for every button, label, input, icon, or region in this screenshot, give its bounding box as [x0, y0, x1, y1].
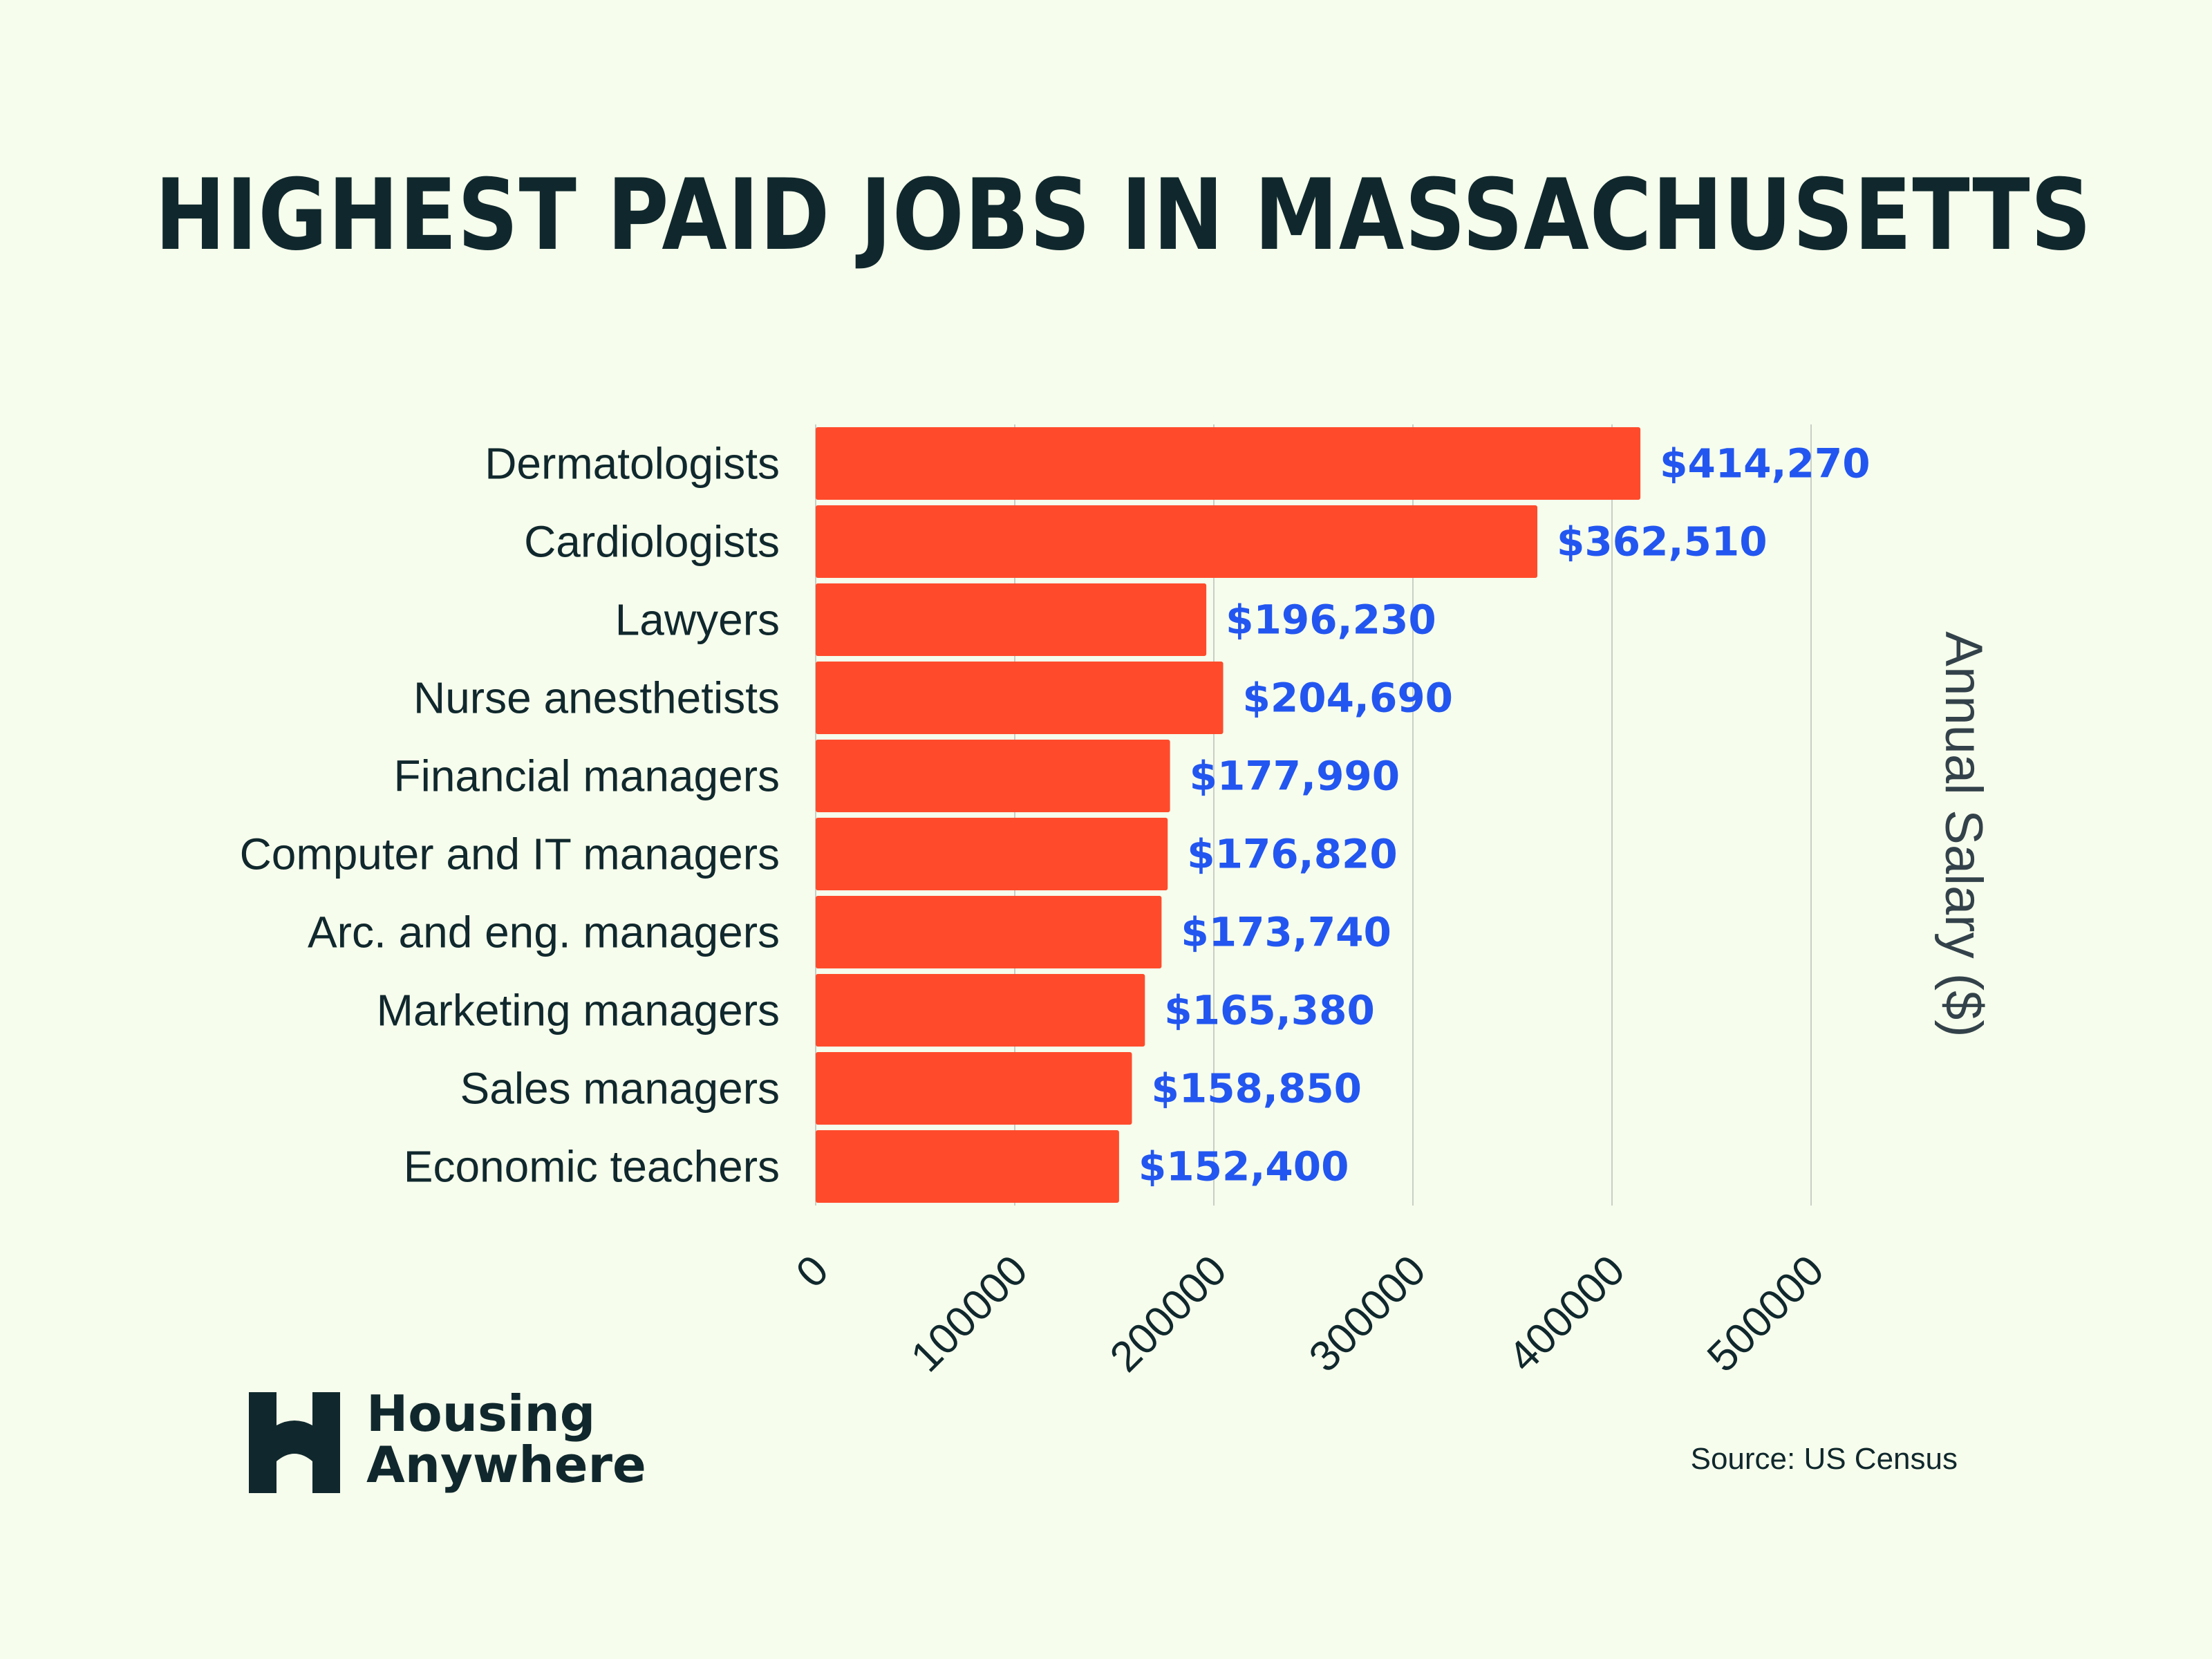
value-label: $158,850	[1151, 1065, 1362, 1112]
axis-title: Annual Salary ($)	[1934, 631, 1993, 1037]
arch-h-logo-icon	[249, 1392, 340, 1493]
bar	[816, 427, 1641, 500]
category-label: Sales managers	[460, 1064, 780, 1114]
bar	[816, 1130, 1119, 1203]
value-label: $176,820	[1187, 831, 1398, 878]
category-labels: Dermatologists Cardiologists Lawyers Nurse …	[240, 439, 780, 1192]
x-tick-label: 500000	[1698, 1246, 1833, 1381]
value-labels: $414,270 $362,510 $196,230 $204,690 $177,990…	[1138, 440, 1871, 1190]
value-label: $173,740	[1181, 909, 1391, 956]
bar	[816, 974, 1145, 1047]
x-tick-labels: 0 100000 200000 300000 400000 500000	[787, 1246, 1833, 1381]
x-tick-label: 300000	[1300, 1246, 1435, 1381]
bar	[816, 1052, 1132, 1125]
value-label: $204,690	[1243, 675, 1454, 722]
category-label: Economic teachers	[404, 1142, 780, 1192]
bars	[816, 427, 1641, 1203]
bar	[816, 505, 1538, 578]
category-label: Financial managers	[394, 751, 780, 801]
brand-name-line2: Anywhere	[366, 1436, 646, 1494]
category-label: Cardiologists	[524, 517, 780, 567]
category-label: Computer and IT managers	[240, 830, 780, 879]
x-tick-label: 0	[787, 1246, 838, 1297]
value-label: $165,380	[1164, 987, 1375, 1034]
source-note: Source: US Census	[1690, 1442, 1958, 1476]
category-label: Marketing managers	[377, 986, 780, 1035]
bar	[816, 818, 1168, 890]
brand-logo: Housing Anywhere	[239, 1388, 654, 1499]
category-label: Lawyers	[615, 595, 780, 645]
category-label: Dermatologists	[485, 439, 780, 489]
bar	[816, 896, 1162, 968]
value-label: $152,400	[1138, 1143, 1349, 1190]
x-tick-label: 100000	[902, 1246, 1037, 1381]
value-label: $414,270	[1660, 440, 1871, 487]
value-label: $196,230	[1226, 597, 1436, 644]
brand-name: Housing Anywhere	[366, 1388, 646, 1490]
x-tick-label: 400000	[1499, 1246, 1634, 1381]
brand-name-line1: Housing	[366, 1385, 596, 1443]
x-tick-label: 200000	[1101, 1246, 1236, 1381]
bar	[816, 740, 1170, 812]
bar	[816, 662, 1224, 734]
category-label: Arc. and eng. managers	[308, 908, 780, 957]
bar	[816, 583, 1207, 656]
value-label: $362,510	[1557, 518, 1768, 565]
category-label: Nurse anesthetists	[413, 673, 780, 723]
value-label: $177,990	[1190, 753, 1400, 800]
chart-title: HIGHEST PAID JOBS IN MASSACHUSETTS	[155, 158, 2092, 272]
